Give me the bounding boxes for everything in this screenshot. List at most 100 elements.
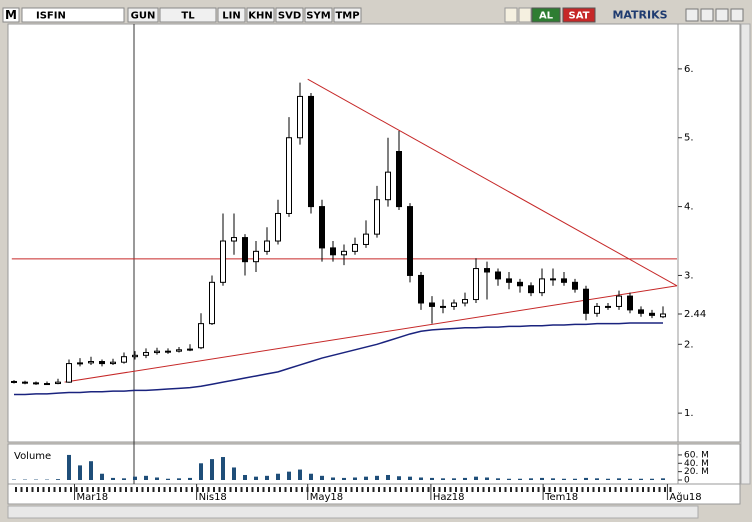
scrollbar[interactable]: [740, 23, 751, 485]
volume-bar: [331, 477, 335, 480]
toolbar-button[interactable]: GUN: [127, 7, 159, 23]
volume-bar: [243, 474, 247, 480]
volume-bar: [155, 477, 159, 480]
volume-bar: [463, 477, 467, 480]
candle-body: [462, 299, 468, 304]
volume-bar: [628, 478, 632, 480]
icon[interactable]: [504, 7, 518, 23]
candle-body: [341, 250, 347, 256]
volume-bar: [254, 476, 258, 480]
symbol-field[interactable]: [21, 7, 125, 23]
volume-bar: [309, 473, 313, 480]
button-face: [159, 7, 217, 23]
candle-body: [429, 302, 435, 307]
button-face: [127, 7, 159, 23]
icon[interactable]: [518, 7, 532, 23]
button-label: TMP: [335, 11, 359, 22]
buy-button[interactable]: [531, 7, 561, 23]
volume-bar: [496, 478, 500, 480]
candle-body: [451, 302, 457, 307]
trendline: [307, 78, 678, 287]
minimize[interactable]: [685, 8, 699, 22]
price-axis: [677, 23, 741, 443]
volume-bar: [199, 463, 203, 480]
toolbar-button[interactable]: LIN: [217, 7, 246, 23]
candle-body: [143, 352, 149, 356]
price-panel: [7, 23, 679, 443]
volume-bar: [485, 477, 489, 480]
candle-body: [264, 240, 270, 252]
button-face: [217, 7, 246, 23]
candle-body: [99, 361, 105, 365]
toolbar-button[interactable]: TMP: [333, 7, 362, 23]
volume-bar: [529, 478, 533, 480]
volume-bar: [342, 477, 346, 480]
candle-body: [352, 243, 358, 252]
candle-body: [176, 349, 182, 352]
volume-bar: [122, 478, 126, 480]
candle-body: [242, 237, 248, 263]
volume-label: Volume: [14, 451, 51, 462]
candle-body: [209, 281, 215, 325]
restore[interactable]: [700, 8, 714, 22]
button-label: KHN: [248, 11, 273, 22]
candle-body: [660, 313, 666, 318]
button-label: SVD: [278, 11, 301, 22]
candle-body: [22, 381, 28, 384]
buy-label: AL: [539, 11, 554, 22]
toolbar-button[interactable]: KHN: [246, 7, 275, 23]
volume-bar: [133, 476, 137, 480]
volume-bar: [650, 478, 654, 480]
volume-bar: [551, 478, 555, 480]
button-face: [275, 7, 304, 23]
candle-body: [44, 383, 50, 386]
volume-panel: [7, 443, 679, 485]
candle-body: [286, 137, 292, 214]
volume-bar: [639, 478, 643, 480]
volume-bar: [232, 467, 236, 480]
volume-bar: [386, 474, 390, 480]
volume-bar: [265, 475, 269, 480]
candle-body: [649, 312, 655, 316]
volume-bar: [452, 478, 456, 480]
candle-body: [253, 250, 259, 263]
y-tick-label: 3.: [684, 270, 694, 281]
volume-bar: [540, 477, 544, 480]
maximize[interactable]: [715, 8, 729, 22]
toolbar-button[interactable]: SVD: [275, 7, 304, 23]
candle-body: [528, 285, 534, 294]
button-label: TL: [181, 11, 195, 22]
candle-body: [165, 350, 171, 353]
trendline: [64, 285, 678, 383]
volume-bar: [177, 478, 181, 480]
candle-body: [638, 309, 644, 314]
volume-bar: [474, 476, 478, 480]
volume-bar: [89, 461, 93, 480]
toolbar-button[interactable]: TL: [159, 7, 217, 23]
volume-bar: [100, 473, 104, 480]
candle-body: [583, 288, 589, 314]
x-tick-label: Mar18: [77, 492, 109, 503]
volume-bar: [441, 478, 445, 480]
volume-bar: [430, 477, 434, 480]
volume-bar: [375, 475, 379, 480]
y-tick-label: 1.: [684, 408, 694, 419]
toolbar-button[interactable]: SYM: [304, 7, 333, 23]
volume-bar: [617, 478, 621, 480]
candle-body: [550, 278, 556, 281]
moving-average: [14, 322, 663, 396]
sell-button[interactable]: [562, 7, 596, 23]
volume-bar: [298, 469, 302, 480]
candle-body: [440, 305, 446, 308]
candle-body: [506, 278, 512, 283]
button-face: [246, 7, 275, 23]
candle-body: [121, 356, 127, 363]
volume-bar: [56, 479, 60, 480]
volume-bar: [353, 477, 357, 480]
h-scrollbar[interactable]: [7, 505, 699, 519]
candle-body: [561, 278, 567, 283]
close[interactable]: [730, 8, 744, 22]
volume-bar: [276, 473, 280, 480]
candle-body: [220, 240, 226, 283]
